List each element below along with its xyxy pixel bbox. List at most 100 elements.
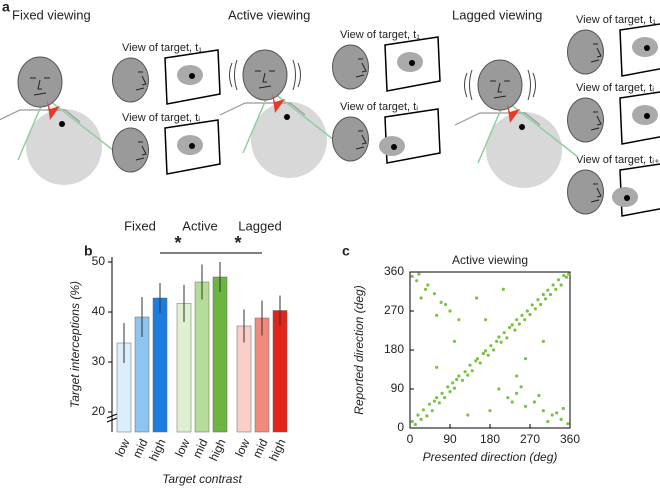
point — [515, 391, 519, 395]
point — [443, 396, 447, 400]
point — [489, 344, 493, 348]
point — [519, 385, 523, 389]
point — [567, 272, 571, 276]
view-target — [391, 144, 397, 150]
point — [452, 339, 457, 343]
view-label: View of target, tᵢ — [122, 112, 200, 124]
body — [251, 102, 327, 178]
point — [460, 378, 465, 382]
plot-frame — [409, 271, 571, 429]
point — [486, 353, 490, 357]
small-head — [567, 169, 604, 215]
sight-line — [242, 89, 271, 154]
y-axis-label: Reported direction (deg) — [352, 285, 366, 414]
point — [555, 411, 559, 415]
point — [457, 318, 461, 322]
view-target — [409, 60, 415, 66]
point — [466, 413, 470, 417]
bar — [212, 276, 228, 433]
small-face — [590, 111, 602, 131]
point — [530, 303, 534, 307]
point — [562, 273, 566, 278]
point — [566, 422, 570, 426]
point — [443, 302, 448, 307]
sight-line — [44, 96, 119, 155]
target — [59, 121, 65, 127]
small-head — [567, 97, 604, 143]
point — [523, 357, 528, 361]
x-axis-label: Target contrast — [162, 472, 242, 486]
small-head — [567, 29, 604, 75]
body — [26, 109, 102, 185]
point — [559, 417, 563, 421]
point — [455, 377, 459, 382]
y-tick-label: 90 — [391, 381, 405, 395]
view-target — [189, 73, 195, 79]
view-target — [644, 113, 650, 119]
point — [523, 318, 527, 322]
point — [551, 283, 555, 287]
point — [410, 419, 414, 424]
panel-label: a — [2, 0, 10, 15]
body — [486, 112, 562, 188]
x-tick-label: high — [146, 437, 168, 463]
target — [284, 114, 290, 120]
panel-label: c — [342, 243, 350, 259]
y-tick-label: 30 — [92, 354, 106, 368]
y-tick-label: 40 — [92, 304, 106, 318]
point — [559, 283, 563, 287]
x-tick-label: low — [172, 436, 192, 459]
point — [432, 399, 437, 403]
point — [446, 385, 450, 389]
point — [543, 297, 548, 301]
point — [435, 313, 439, 317]
point — [505, 336, 509, 340]
bar — [152, 297, 168, 433]
face — [255, 70, 275, 89]
x-tick-label: 270 — [520, 432, 540, 446]
view-label: View of target, tᵢ₊ₗ — [576, 154, 660, 166]
point — [533, 307, 537, 311]
point — [481, 351, 485, 356]
scene-illustrations — [0, 23, 660, 217]
point — [432, 292, 437, 296]
scene-title: Fixed viewing — [12, 7, 91, 22]
point — [554, 287, 558, 291]
point — [499, 340, 503, 344]
point — [468, 363, 472, 367]
point — [440, 391, 444, 395]
small-face — [355, 130, 367, 150]
point — [507, 325, 512, 330]
point — [541, 339, 545, 343]
view-label: View of target, t₁ — [340, 29, 420, 41]
point — [523, 404, 528, 408]
scene-title: Active viewing — [228, 7, 310, 22]
point — [501, 287, 505, 291]
point — [463, 370, 467, 374]
x-tick-label: 180 — [480, 432, 500, 446]
point — [415, 279, 419, 283]
point — [483, 318, 488, 322]
chart-title: Active viewing — [452, 253, 528, 267]
motion — [464, 69, 536, 101]
point — [536, 298, 540, 302]
point — [517, 322, 521, 326]
y-tick-label: 360 — [384, 264, 404, 278]
group-label: Active — [182, 218, 217, 233]
point — [510, 323, 514, 327]
point — [488, 409, 492, 413]
point — [426, 283, 430, 287]
y-tick-label: 0 — [397, 420, 404, 434]
point — [528, 312, 532, 317]
point — [435, 365, 439, 369]
face — [490, 80, 510, 99]
point — [457, 374, 461, 378]
motion — [229, 59, 301, 91]
point — [423, 287, 428, 291]
small-face — [590, 183, 602, 203]
sight-line — [17, 96, 46, 161]
small-head — [112, 127, 149, 173]
point — [439, 300, 443, 304]
arms — [454, 112, 541, 126]
point — [470, 369, 474, 373]
